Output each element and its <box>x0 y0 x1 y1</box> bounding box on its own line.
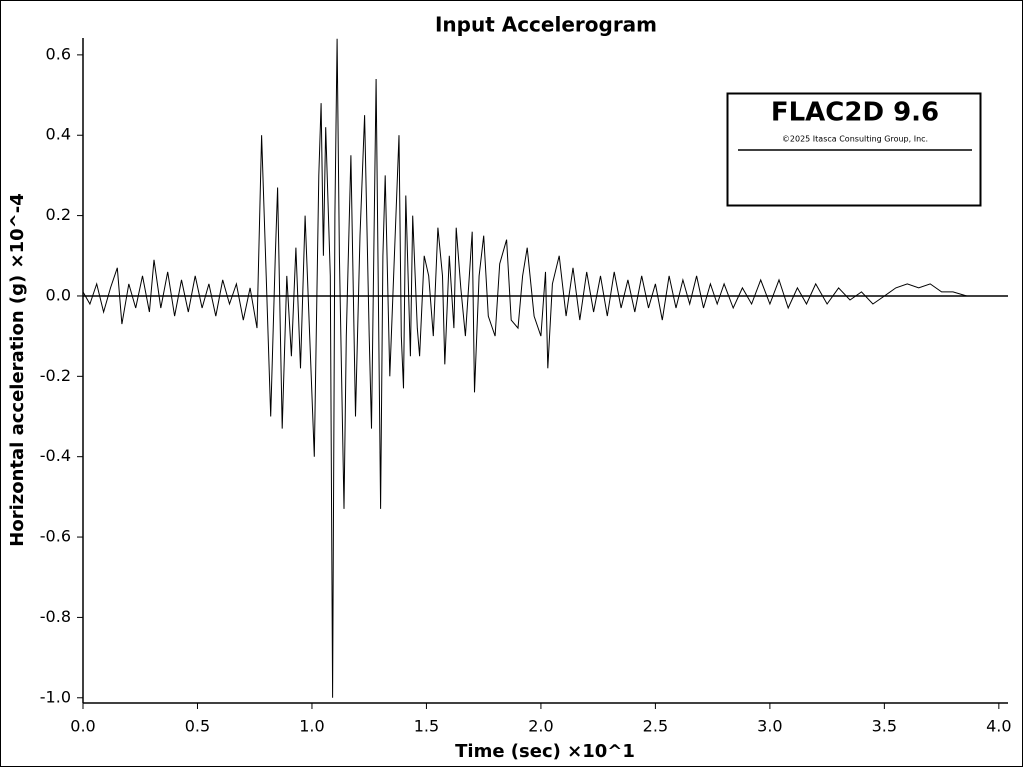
x-tick-label: 4.0 <box>986 717 1011 736</box>
y-tick-label: -1.0 <box>40 687 71 706</box>
x-tick-label: 1.5 <box>414 717 439 736</box>
y-tick-label: 0.0 <box>46 285 71 304</box>
y-tick-label: -0.2 <box>40 366 71 385</box>
y-axis-label: Horizontal acceleration (g) ×10^-4 <box>7 193 28 546</box>
x-tick-label: 2.5 <box>643 717 668 736</box>
x-tick-label: 1.0 <box>299 717 324 736</box>
y-tick-label: -0.8 <box>40 607 71 626</box>
x-tick-label: 3.0 <box>757 717 782 736</box>
x-tick-label: 0.5 <box>185 717 210 736</box>
legend-subtitle: ©2025 Itasca Consulting Group, Inc. <box>782 135 928 144</box>
y-tick-label: 0.6 <box>46 44 71 63</box>
x-axis-label: Time (sec) ×10^1 <box>455 741 635 762</box>
x-tick-label: 3.5 <box>872 717 897 736</box>
x-tick-label: 2.0 <box>528 717 553 736</box>
legend-title: FLAC2D 9.6 <box>771 98 939 128</box>
x-tick-label: 0.0 <box>70 717 95 736</box>
y-tick-label: -0.6 <box>40 527 71 546</box>
y-tick-label: 0.2 <box>46 205 71 224</box>
y-tick-label: 0.4 <box>46 125 71 144</box>
y-tick-label: -0.4 <box>40 446 71 465</box>
chart-title: Input Accelerogram <box>435 13 657 37</box>
accelerogram-line <box>82 38 967 698</box>
